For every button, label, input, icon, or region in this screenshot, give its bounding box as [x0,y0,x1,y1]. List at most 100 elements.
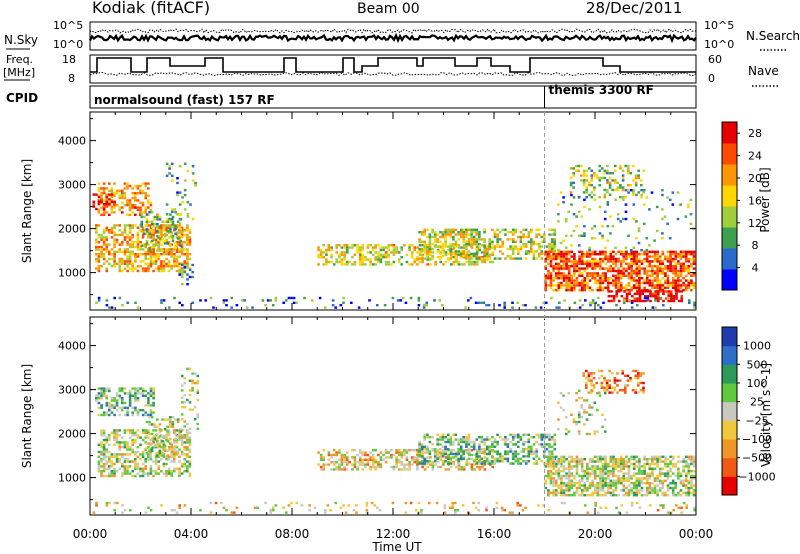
data-pixel [545,436,549,439]
data-pixel [617,465,620,468]
data-pixel [544,277,548,280]
data-pixel [616,213,620,216]
data-pixel [582,191,586,194]
data-pixel [160,299,163,302]
data-pixel [608,176,612,180]
data-pixel [619,272,623,275]
data-pixel [171,249,175,252]
data-pixel [121,462,124,466]
data-pixel [671,472,675,475]
data-pixel [661,272,665,275]
data-pixel [573,286,576,289]
data-pixel [144,404,147,407]
data-pixel [560,257,563,261]
data-pixel [593,186,596,189]
data-pixel [588,262,592,265]
data-pixel [560,253,563,256]
data-pixel [115,431,119,434]
data-pixel [444,228,447,231]
data-pixel [186,236,189,239]
data-pixel [557,418,560,421]
data-pixel [163,242,167,245]
data-pixel [588,286,592,289]
data-pixel [615,295,618,298]
data-pixel [171,237,175,240]
data-pixel [570,413,573,416]
data-pixel [108,501,111,505]
data-pixel [554,462,558,466]
data-pixel [687,465,691,468]
data-pixel [113,265,116,268]
data-pixel [483,231,486,234]
data-pixel [485,438,489,441]
data-pixel [431,461,435,464]
data-pixel [332,461,336,464]
data-pixel [609,255,613,258]
data-pixel [611,386,614,389]
data-pixel [136,455,140,458]
data-pixel [149,255,153,258]
data-pixel [154,446,158,449]
date-title: 28/Dec/2011 [586,0,682,17]
data-pixel [95,241,98,244]
data-pixel [661,284,665,287]
data-pixel [358,451,362,454]
data-pixel [582,374,585,377]
data-pixel [684,474,688,478]
data-pixel [153,215,157,219]
data-pixel [144,394,147,397]
data-pixel [506,247,510,251]
data-pixel [161,454,164,457]
data-pixel [635,274,639,277]
data-pixel [173,509,176,512]
data-pixel [161,237,164,240]
data-pixel [674,250,678,253]
data-pixel [677,299,681,303]
data-pixel [134,465,137,468]
data-pixel [509,440,512,444]
data-pixel [97,401,101,405]
data-pixel [97,443,101,446]
data-pixel [173,296,176,300]
data-pixel [567,482,571,485]
data-pixel [163,435,167,438]
data-pixel [511,443,515,446]
data-pixel [141,453,145,456]
data-pixel [570,474,574,478]
data-pixel [465,233,468,236]
data-pixel [319,453,323,457]
data-pixel [522,443,525,446]
data-pixel [630,301,634,304]
data-pixel [580,474,584,478]
data-pixel [687,257,691,261]
data-pixel [567,470,571,473]
data-pixel [105,248,109,251]
data-pixel [444,253,448,256]
data-pixel [504,443,507,446]
data-pixel [590,381,593,385]
data-pixel [102,255,106,258]
data-pixel [621,389,624,392]
data-pixel [684,215,688,218]
data-pixel [175,453,179,456]
data-pixel [598,394,602,397]
data-pixel [105,474,108,478]
data-pixel [643,253,646,256]
data-pixel [606,284,610,287]
data-pixel [586,253,589,256]
data-pixel [145,232,149,235]
data-pixel [426,246,429,249]
data-pixel [179,227,183,231]
data-pixel [565,458,568,461]
data-pixel [449,443,452,446]
data-pixel [608,369,611,373]
data-pixel [606,269,610,273]
data-pixel [582,181,586,184]
data-pixel [677,284,680,287]
data-pixel [180,250,184,253]
data-pixel [108,401,111,405]
data-pixel [575,465,579,468]
data-pixel [361,458,364,461]
data-pixel [672,299,676,303]
data-pixel [134,387,137,390]
